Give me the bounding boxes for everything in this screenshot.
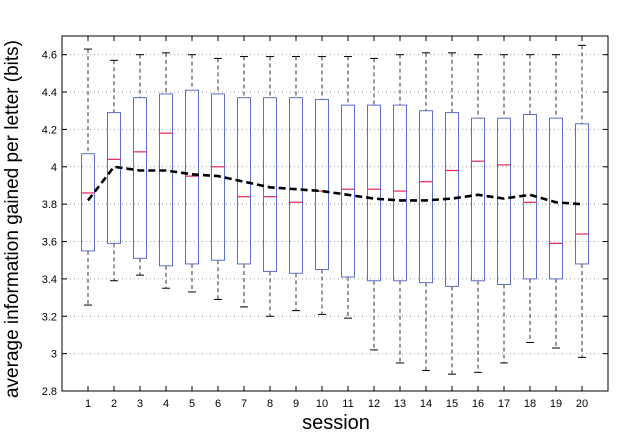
box <box>393 104 407 282</box>
box <box>471 117 485 282</box>
y-tick-label: 4.4 <box>42 87 57 99</box>
x-ticks: 1 2 3 4 5 6 7 8 9 10 11 12 13 14 15 16 17 18 19 20 <box>85 36 588 410</box>
box <box>341 104 355 278</box>
x-tick-label: 10 <box>316 398 328 410</box>
box <box>367 104 381 282</box>
y-ticks: 2.8 3 3.2 3.4 3.6 3.8 4 4.2 4.4 4.6 <box>42 50 608 398</box>
y-tick-label: 3.8 <box>42 199 57 211</box>
x-tick-label: 1 <box>85 398 91 410</box>
y-tick-label: 4.2 <box>42 124 57 136</box>
x-tick-label: 12 <box>368 398 380 410</box>
box <box>497 117 511 285</box>
y-tick-label: 3.2 <box>42 311 57 323</box>
x-tick-label: 13 <box>394 398 406 410</box>
x-tick-label: 6 <box>215 398 221 410</box>
x-tick-label: 7 <box>241 398 247 410</box>
x-tick-label: 4 <box>163 398 169 410</box>
x-tick-label: 8 <box>267 398 273 410</box>
y-tick-label: 3 <box>51 349 57 361</box>
x-tick-label: 14 <box>420 398 432 410</box>
x-tick-label: 15 <box>446 398 458 410</box>
box <box>159 93 173 267</box>
whiskers <box>84 44 586 375</box>
box <box>211 93 225 261</box>
box <box>575 123 589 265</box>
y-tick-label: 3.6 <box>42 237 57 249</box>
box <box>185 89 199 265</box>
medians <box>81 132 589 244</box>
y-tick-label: 4.6 <box>42 50 57 62</box>
box <box>107 112 121 244</box>
x-tick-label: 3 <box>137 398 143 410</box>
y-tick-label: 2.8 <box>42 386 57 398</box>
x-tick-label: 18 <box>524 398 536 410</box>
x-tick-label: 2 <box>111 398 117 410</box>
box <box>133 97 147 259</box>
x-tick-label: 11 <box>342 398 353 410</box>
x-tick-label: 17 <box>498 398 510 410</box>
box <box>549 117 563 280</box>
x-tick-label: 9 <box>293 398 299 410</box>
y-axis-label: average information gained per letter (b… <box>2 40 23 398</box>
box <box>315 99 329 271</box>
box <box>419 110 433 284</box>
x-axis-label: session <box>302 412 370 434</box>
x-tick-label: 20 <box>576 398 588 410</box>
x-tick-label: 16 <box>472 398 484 410</box>
x-tick-label: 19 <box>550 398 562 410</box>
boxes <box>81 89 589 287</box>
box <box>81 153 95 252</box>
y-tick-label: 4 <box>51 162 57 174</box>
mean-line <box>86 165 583 206</box>
box <box>289 97 303 274</box>
x-tick-label: 5 <box>189 398 195 410</box>
box <box>263 97 277 272</box>
plot-frame <box>61 35 609 392</box>
y-tick-label: 3.4 <box>42 274 57 286</box>
